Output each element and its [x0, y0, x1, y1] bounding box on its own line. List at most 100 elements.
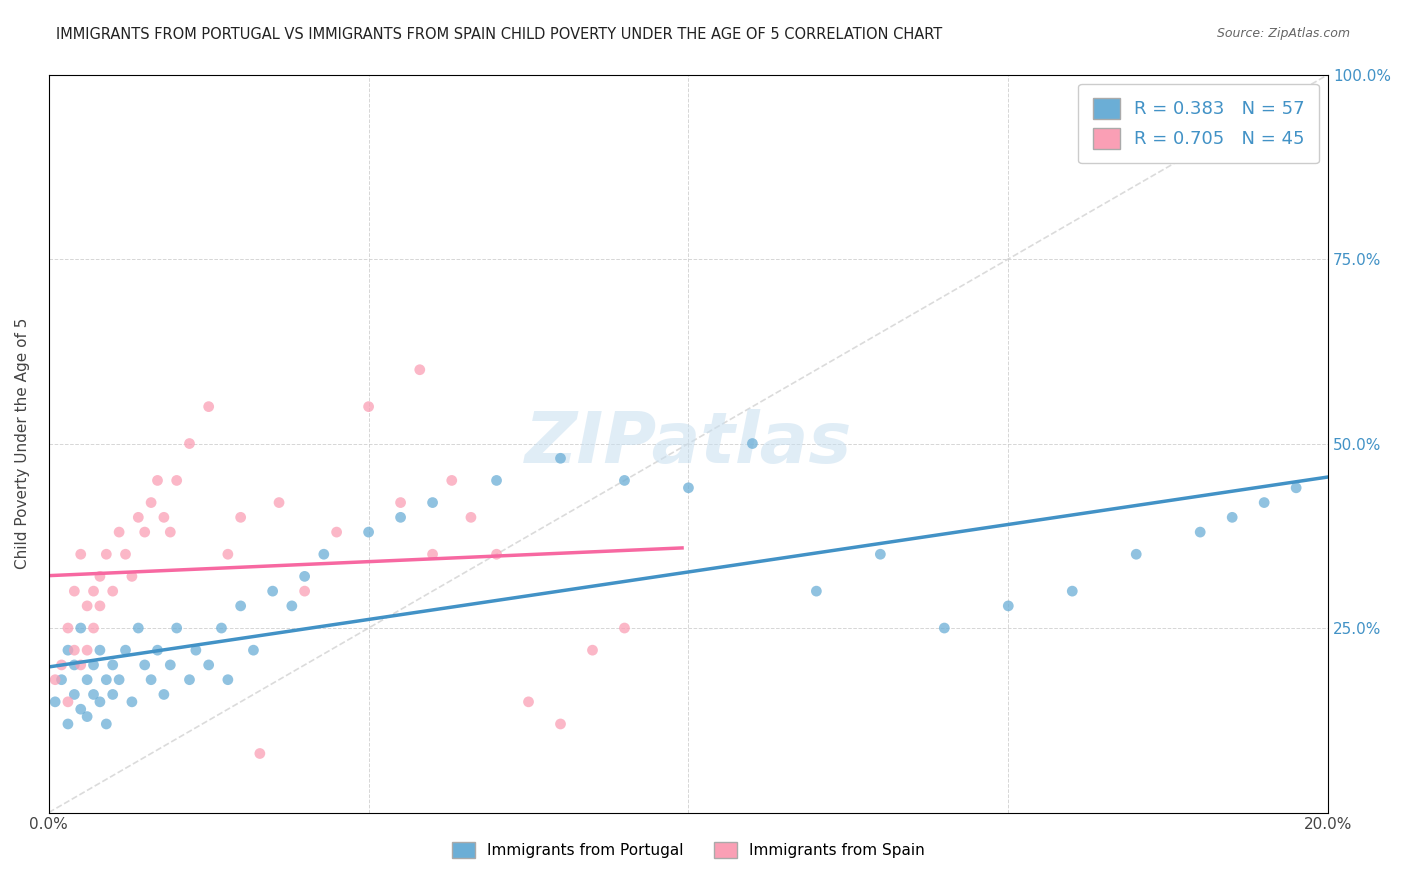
Point	[934, 621, 956, 635]
Point	[89, 569, 111, 583]
Text: ZIPatlas: ZIPatlas	[524, 409, 852, 478]
Point	[76, 599, 98, 613]
Point	[56, 621, 79, 635]
Point	[485, 474, 508, 488]
Point	[1125, 547, 1147, 561]
Point	[56, 643, 79, 657]
Point	[89, 643, 111, 657]
Point	[63, 643, 86, 657]
Point	[517, 695, 540, 709]
Point	[357, 400, 380, 414]
Point	[389, 510, 412, 524]
Point	[806, 584, 828, 599]
Point	[197, 657, 219, 672]
Point	[153, 688, 176, 702]
Point	[134, 525, 156, 540]
Point	[267, 495, 290, 509]
Point	[1062, 584, 1084, 599]
Point	[121, 569, 143, 583]
Point	[153, 510, 176, 524]
Point	[211, 621, 233, 635]
Point	[166, 474, 188, 488]
Point	[242, 643, 264, 657]
Point	[83, 657, 105, 672]
Point	[76, 709, 98, 723]
Point	[76, 643, 98, 657]
Point	[101, 688, 124, 702]
Point	[422, 495, 444, 509]
Point	[96, 717, 118, 731]
Legend: R = 0.383   N = 57, R = 0.705   N = 45: R = 0.383 N = 57, R = 0.705 N = 45	[1078, 84, 1319, 163]
Point	[869, 547, 891, 561]
Point	[460, 510, 482, 524]
Point	[159, 525, 181, 540]
Point	[63, 657, 86, 672]
Point	[678, 481, 700, 495]
Point	[741, 436, 763, 450]
Point	[89, 695, 111, 709]
Point	[281, 599, 304, 613]
Point	[127, 621, 149, 635]
Point	[114, 547, 136, 561]
Point	[96, 547, 118, 561]
Point	[56, 717, 79, 731]
Point	[294, 584, 316, 599]
Point	[121, 695, 143, 709]
Point	[134, 657, 156, 672]
Point	[146, 474, 169, 488]
Point	[139, 673, 162, 687]
Point	[179, 436, 201, 450]
Point	[422, 547, 444, 561]
Point	[44, 695, 66, 709]
Point	[127, 510, 149, 524]
Point	[101, 584, 124, 599]
Point	[613, 621, 636, 635]
Point	[56, 695, 79, 709]
Point	[325, 525, 347, 540]
Point	[51, 657, 73, 672]
Point	[108, 525, 131, 540]
Point	[83, 688, 105, 702]
Point	[63, 688, 86, 702]
Point	[63, 584, 86, 599]
Point	[101, 657, 124, 672]
Point	[69, 702, 91, 716]
Point	[357, 525, 380, 540]
Point	[550, 717, 572, 731]
Point	[312, 547, 335, 561]
Point	[217, 547, 239, 561]
Point	[389, 495, 412, 509]
Point	[409, 362, 432, 376]
Point	[69, 657, 91, 672]
Point	[89, 599, 111, 613]
Point	[114, 643, 136, 657]
Point	[69, 547, 91, 561]
Point	[229, 599, 252, 613]
Point	[1220, 510, 1243, 524]
Point	[249, 747, 271, 761]
Point	[1189, 525, 1212, 540]
Point	[581, 643, 603, 657]
Point	[485, 547, 508, 561]
Point	[613, 474, 636, 488]
Point	[139, 495, 162, 509]
Point	[83, 621, 105, 635]
Text: Source: ZipAtlas.com: Source: ZipAtlas.com	[1216, 27, 1350, 40]
Point	[76, 673, 98, 687]
Point	[197, 400, 219, 414]
Text: IMMIGRANTS FROM PORTUGAL VS IMMIGRANTS FROM SPAIN CHILD POVERTY UNDER THE AGE OF: IMMIGRANTS FROM PORTUGAL VS IMMIGRANTS F…	[56, 27, 942, 42]
Y-axis label: Child Poverty Under the Age of 5: Child Poverty Under the Age of 5	[15, 318, 30, 569]
Point	[83, 584, 105, 599]
Point	[550, 451, 572, 466]
Point	[44, 673, 66, 687]
Point	[440, 474, 463, 488]
Point	[997, 599, 1019, 613]
Point	[159, 657, 181, 672]
Point	[179, 673, 201, 687]
Point	[1253, 495, 1275, 509]
Point	[108, 673, 131, 687]
Point	[51, 673, 73, 687]
Point	[217, 673, 239, 687]
Point	[262, 584, 284, 599]
Point	[294, 569, 316, 583]
